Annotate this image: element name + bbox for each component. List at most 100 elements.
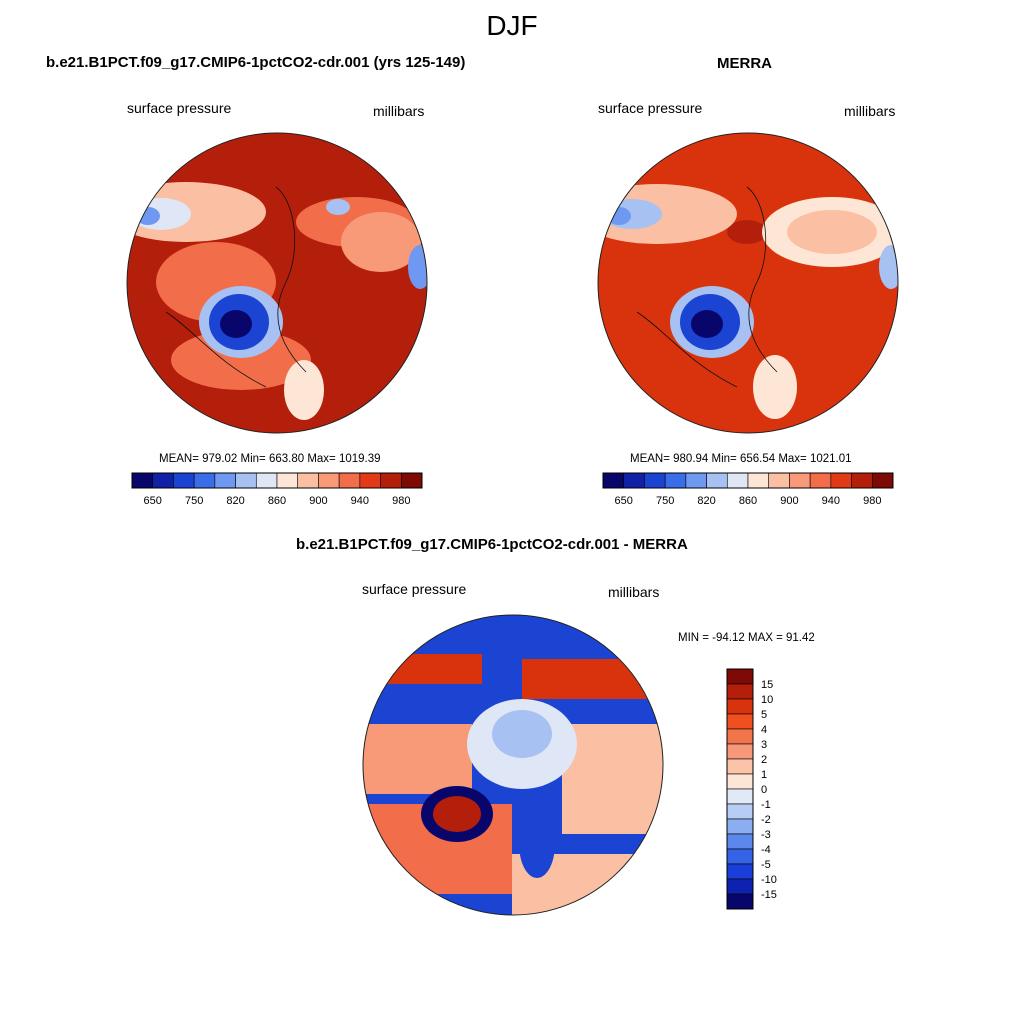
colorbar-tick-label: 980 — [863, 495, 881, 507]
colorbar-swatch — [338, 472, 361, 489]
diff-map-border — [362, 614, 664, 916]
colorbar-tick-label: 650 — [615, 495, 633, 507]
colorbar-tick-label: -1 — [761, 799, 771, 811]
colorbar-swatch — [726, 683, 754, 700]
colorbar-tick-label: 860 — [268, 495, 286, 507]
diff-band-west — [363, 724, 472, 794]
diff-band-north-west — [363, 654, 482, 684]
colorbar-tick-label: 750 — [656, 495, 674, 507]
model-panel-title: b.e21.B1PCT.f09_g17.CMIP6-1pctCO2-cdr.00… — [46, 54, 466, 71]
colorbar-swatch — [400, 472, 423, 489]
model-region-plateau — [131, 198, 191, 230]
colorbar-swatch — [726, 833, 754, 850]
colorbar-tick-label: -5 — [761, 859, 771, 871]
obs-map-border — [597, 132, 899, 434]
colorbar-tick-label: 4 — [761, 724, 767, 736]
diff-stats: MIN = -94.12 MAX = 91.42 — [678, 632, 815, 644]
diff-variable-label: surface pressure — [362, 581, 467, 597]
obs-colorbar: 6507508208609009409801020 — [602, 472, 894, 507]
obs-region-plateau — [602, 199, 662, 229]
diff-panel-title: b.e21.B1PCT.f09_g17.CMIP6-1pctCO2-cdr.00… — [296, 536, 688, 553]
colorbar-swatch — [706, 472, 728, 489]
colorbar-swatch — [235, 472, 257, 489]
colorbar-tick-label: -15 — [761, 889, 777, 901]
colorbar-tick-label: -10 — [761, 874, 777, 886]
model-region-scandinavia — [284, 360, 324, 420]
colorbar-swatch — [851, 472, 873, 489]
colorbar-swatch — [359, 472, 381, 489]
colorbar-swatch — [193, 472, 216, 489]
colorbar-swatch — [644, 472, 666, 489]
colorbar-swatch — [809, 472, 832, 489]
obs-region-rockies — [787, 210, 877, 254]
colorbar-swatch — [623, 472, 645, 489]
obs-panel-title: MERRA — [717, 55, 772, 72]
obs-coastline-south — [636, 311, 738, 388]
model-colorbar: 6507508208609009409801020 — [131, 472, 423, 507]
diff-polar-map — [362, 614, 664, 916]
obs-stats: MEAN= 980.94 Min= 656.54 Max= 1021.01 — [630, 453, 852, 465]
colorbar-swatch — [131, 472, 154, 489]
obs-variable-label: surface pressure — [598, 100, 703, 116]
colorbar-tick-label: 900 — [309, 495, 327, 507]
colorbar-swatch — [726, 878, 754, 895]
colorbar-swatch — [276, 472, 299, 489]
diff-greenland-interior — [433, 796, 481, 832]
colorbar-swatch — [152, 472, 174, 489]
diff-scandinavia — [519, 810, 555, 878]
colorbar-tick-label: 900 — [780, 495, 798, 507]
colorbar-swatch — [747, 472, 770, 489]
colorbar-tick-label: 940 — [822, 495, 840, 507]
colorbar-swatch — [726, 818, 754, 835]
colorbar-swatch — [726, 848, 754, 865]
colorbar-tick-label: 2 — [761, 754, 767, 766]
model-greenland-core — [220, 310, 252, 338]
colorbar-tick-label: 820 — [226, 495, 244, 507]
colorbar-swatch — [214, 472, 236, 489]
obs-greenland-core — [691, 310, 723, 338]
colorbar-swatch — [726, 472, 749, 489]
diff-band-north-east — [522, 659, 663, 699]
colorbar-swatch — [726, 713, 754, 730]
colorbar-swatch — [726, 728, 754, 745]
colorbar-swatch — [789, 472, 811, 489]
colorbar-swatch — [255, 472, 278, 489]
colorbar-swatch — [768, 472, 790, 489]
obs-region-scandinavia — [753, 355, 797, 419]
colorbar-swatch — [726, 863, 754, 880]
colorbar-tick-label: 10 — [761, 694, 773, 706]
model-polar-map — [126, 132, 428, 434]
diff-colorbar-swatches — [726, 668, 754, 910]
obs-colorbar-labels: 6507508208609009409801020 — [615, 495, 882, 507]
colorbar-swatch — [726, 773, 754, 790]
obs-polar-map — [597, 132, 899, 434]
page-title: DJF — [486, 10, 538, 41]
colorbar-swatch — [602, 472, 625, 489]
obs-map-background — [598, 133, 898, 433]
colorbar-swatch — [871, 472, 894, 489]
colorbar-swatch — [685, 472, 707, 489]
colorbar-tick-label: -4 — [761, 844, 771, 856]
model-colorbar-labels: 6507508208609009409801020 — [144, 495, 411, 507]
model-region-rockies — [341, 212, 421, 272]
colorbar-swatch — [830, 472, 852, 489]
diff-arctic-core — [492, 710, 552, 758]
colorbar-tick-label: -2 — [761, 814, 771, 826]
colorbar-tick-label: 650 — [144, 495, 162, 507]
colorbar-tick-label: 820 — [697, 495, 715, 507]
colorbar-swatch — [726, 668, 754, 685]
colorbar-swatch — [726, 698, 754, 715]
colorbar-swatch — [380, 472, 402, 489]
colorbar-tick-label: 940 — [351, 495, 369, 507]
obs-units-label: millibars — [844, 103, 896, 119]
colorbar-tick-label: 0 — [761, 784, 767, 796]
colorbar-swatch — [726, 788, 754, 805]
colorbar-swatch — [726, 743, 754, 760]
colorbar-swatch — [726, 893, 754, 910]
colorbar-swatch — [173, 472, 195, 489]
colorbar-swatch — [664, 472, 687, 489]
model-units-label: millibars — [373, 103, 425, 119]
diff-band-east — [562, 724, 663, 834]
model-stats: MEAN= 979.02 Min= 663.80 Max= 1019.39 — [159, 453, 381, 465]
